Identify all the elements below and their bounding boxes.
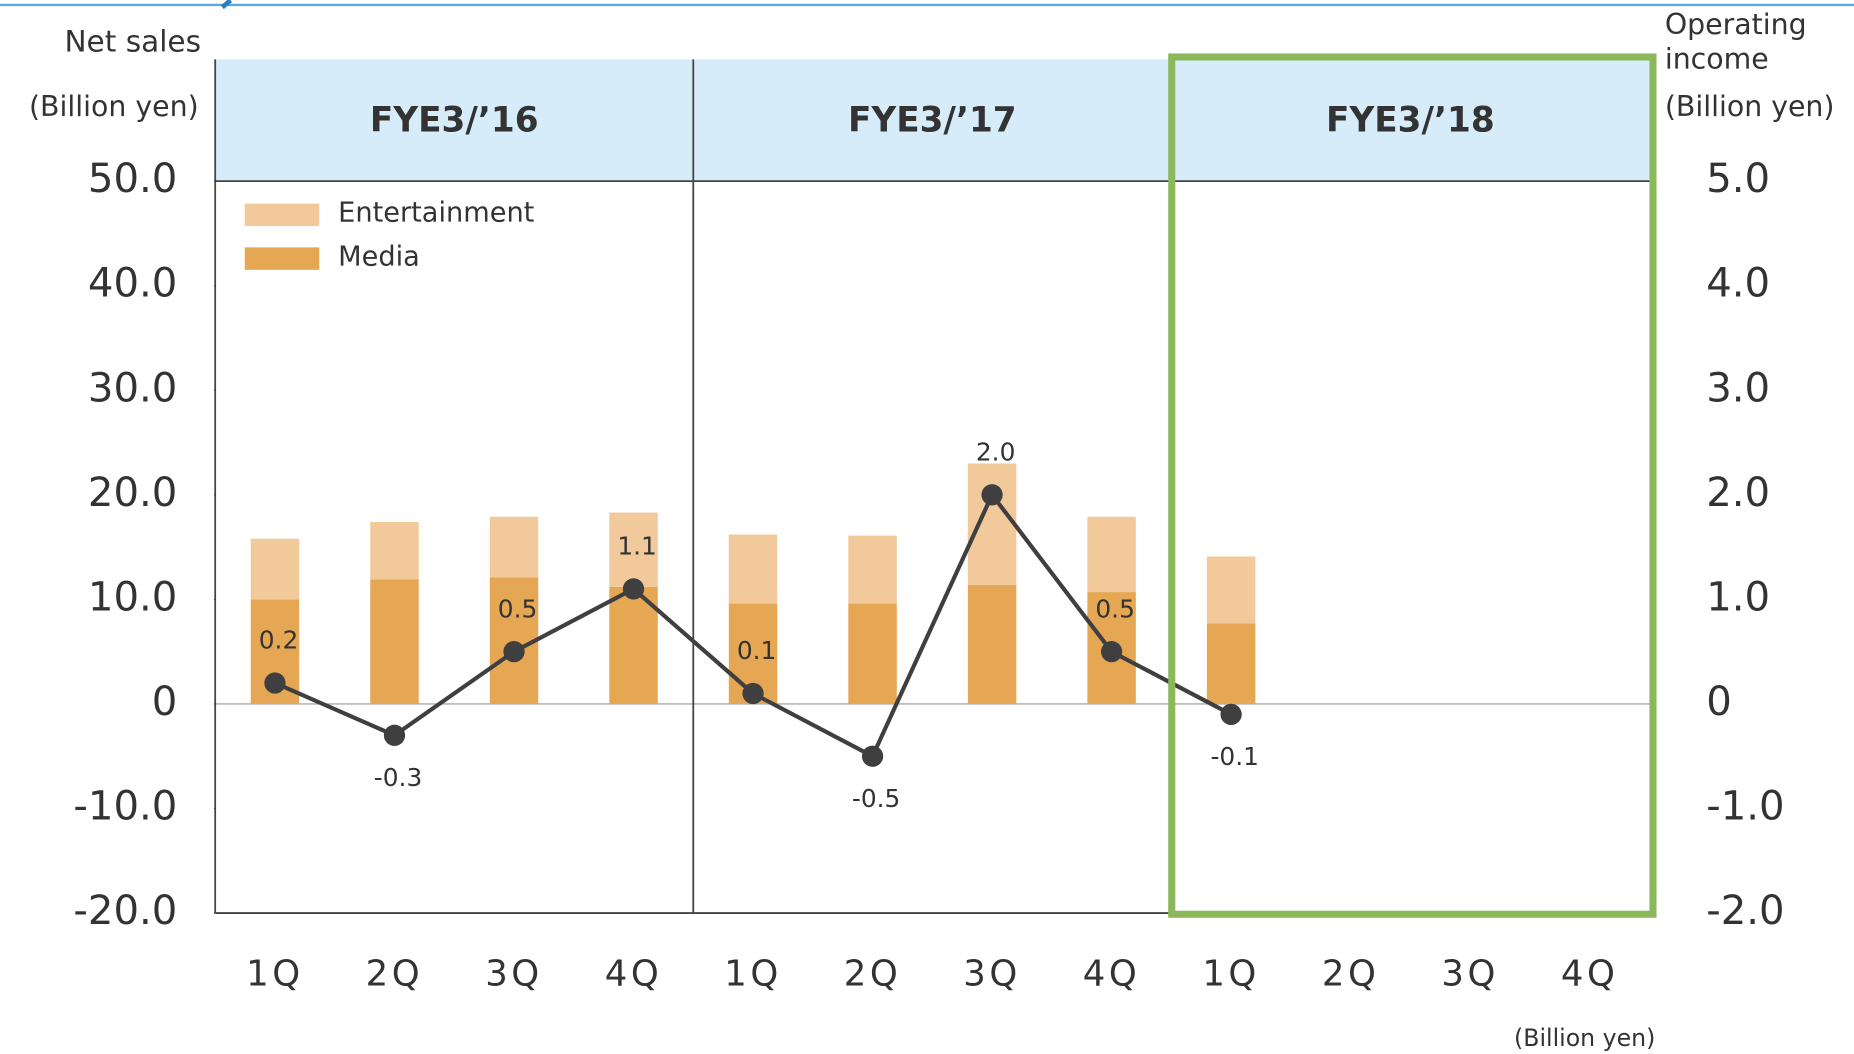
bar: [728, 534, 778, 604]
line-point: [264, 672, 286, 694]
bar: [967, 463, 1017, 585]
period-label: FYE3/’16: [370, 101, 539, 141]
data-label: 2.0: [976, 437, 1015, 466]
x-tick-label: 2Q: [844, 954, 902, 995]
x-tick-label: 3Q: [1441, 954, 1499, 995]
y-tick-label: -10.0: [73, 783, 177, 829]
y-tick-label: 10.0: [88, 574, 177, 620]
legend-label: Entertainment: [338, 198, 535, 229]
x-tick-label: 1Q: [1202, 954, 1260, 995]
x-tick-label: 1Q: [724, 954, 782, 995]
period-label: FYE3/’18: [1326, 101, 1495, 141]
y-tick-label: 0: [152, 679, 178, 725]
bar: [1087, 516, 1136, 593]
line-point: [742, 682, 764, 705]
y2-tick-label: 4.0: [1706, 261, 1770, 307]
y-axis-title: (Billion yen): [29, 90, 199, 123]
y2-tick-label: 2.0: [1706, 470, 1770, 516]
data-label: -0.3: [374, 763, 422, 792]
y2-tick-label: 5.0: [1706, 156, 1770, 202]
x-tick-label: 1Q: [246, 954, 304, 995]
y-tick-label: 40.0: [88, 261, 177, 307]
data-label: 0.2: [259, 626, 299, 655]
line-point: [981, 484, 1003, 506]
x-tick-label: 4Q: [1083, 954, 1141, 995]
line-point: [383, 724, 406, 746]
y-tick-label: 50.0: [88, 156, 177, 202]
bar: [370, 522, 419, 580]
period-label: FYE3/’17: [848, 101, 1017, 141]
line-point: [861, 745, 884, 767]
y-tick-label: 20.0: [88, 470, 177, 516]
y2-tick-label: 0: [1706, 679, 1732, 725]
bar: [250, 538, 300, 600]
bar: [489, 577, 539, 704]
y2-tick-label: 3.0: [1706, 365, 1770, 411]
x-tick-label: 3Q: [963, 954, 1021, 995]
x-tick-label: 4Q: [1561, 954, 1619, 995]
line-point: [1100, 641, 1123, 663]
x-tick-label: 3Q: [485, 954, 543, 995]
y-axis-title: Net sales: [64, 24, 201, 58]
note: (Billion yen): [1514, 1024, 1655, 1052]
bar: [848, 603, 897, 704]
data-label: 0.1: [737, 636, 777, 665]
y2-tick-label: -2.0: [1706, 888, 1784, 934]
x-tick-label: 2Q: [366, 954, 424, 995]
data-label: 0.5: [498, 594, 538, 623]
data-label: -0.1: [1210, 742, 1258, 771]
bar: [370, 579, 419, 704]
bar: [1206, 623, 1256, 704]
legend-swatch: [244, 203, 320, 227]
y2-axis-title: income: [1665, 43, 1769, 76]
x-tick-label: 2Q: [1322, 954, 1380, 995]
data-label: 1.1: [617, 532, 657, 561]
y2-tick-label: 1.0: [1706, 574, 1770, 620]
y2-axis-title: Operating: [1665, 8, 1807, 41]
top-accent: [220, 0, 233, 10]
legend-label: Media: [338, 242, 420, 273]
data-label: -0.5: [852, 784, 900, 813]
bar: [489, 516, 539, 578]
highlight-frame: [1168, 53, 1657, 918]
bar: [609, 512, 658, 587]
bar: [609, 586, 658, 704]
bar: [848, 535, 897, 604]
data-label: 0.5: [1095, 594, 1135, 623]
bar: [1206, 556, 1256, 624]
x-tick-label: 4Q: [605, 954, 663, 995]
y2-tick-label: -1.0: [1706, 783, 1784, 829]
line-point: [1220, 703, 1242, 726]
y-tick-label: -20.0: [73, 888, 177, 934]
line-point: [503, 641, 525, 663]
line-point: [622, 578, 645, 600]
legend-swatch: [244, 247, 320, 270]
y-tick-label: 30.0: [88, 365, 177, 411]
bar: [967, 584, 1017, 704]
header-band: [215, 59, 1650, 182]
y2-axis-title: (Billion yen): [1665, 90, 1835, 123]
